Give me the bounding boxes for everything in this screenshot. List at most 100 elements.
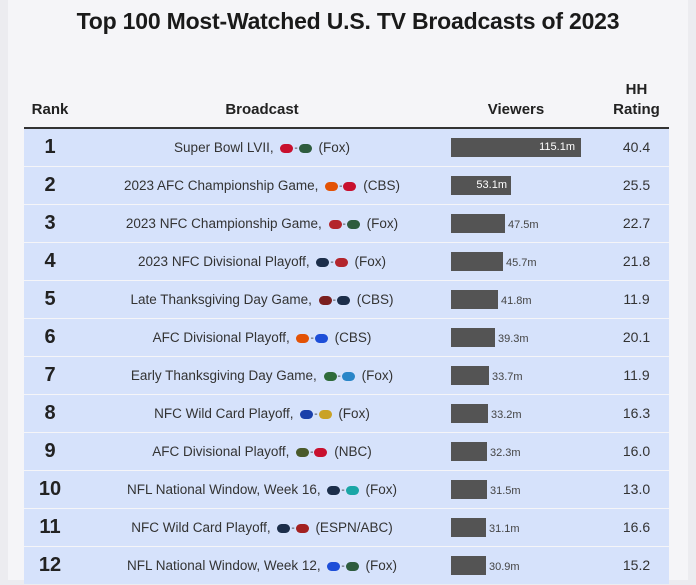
matchup-logos: - — [296, 319, 328, 357]
bills-logo — [327, 562, 341, 572]
viewers-bar — [451, 290, 498, 309]
jaguars-logo — [296, 448, 310, 458]
chart-title: Top 100 Most-Watched U.S. TV Broadcasts … — [76, 8, 620, 34]
table-row: 9 AFC Divisional Playoff, - (NBC) 32.3m 16.… — [24, 433, 669, 470]
eagles-logo — [346, 220, 360, 230]
cowboys-logo — [327, 486, 341, 496]
table-row: 2 2023 AFC Championship Game, - (CBS) 53.1… — [24, 167, 669, 204]
broadcast-network: (CBS) — [352, 292, 394, 307]
lions-logo — [341, 372, 355, 382]
broadcast-name: 2023 AFC Championship Game, — [124, 178, 323, 193]
viewers-label: 41.8m — [501, 295, 532, 307]
viewers-bar — [451, 252, 503, 271]
matchup-logos: - — [300, 395, 332, 433]
matchup-logos: - — [277, 509, 309, 547]
viewers-label: 33.7m — [492, 371, 523, 383]
49ers-logo — [334, 258, 348, 268]
matchup-dash: - — [342, 219, 346, 231]
matchup-dash: - — [294, 143, 298, 155]
viewers-label: 31.5m — [490, 485, 521, 497]
matchup-logos: - — [316, 243, 348, 281]
broadcast-cell: 2023 NFC Divisional Playoff, - (Fox) — [92, 243, 432, 280]
viewers-bar — [451, 176, 511, 195]
hh-rating-cell: 22.7 — [622, 215, 651, 231]
rank-cell: 5 — [44, 288, 56, 310]
viewers-label: 39.3m — [498, 333, 529, 345]
rank-cell: 3 — [44, 212, 56, 234]
broadcast-name: NFL National Window, Week 16, — [127, 482, 325, 497]
viewers-label: 115.1m — [539, 141, 575, 153]
cowboys-logo — [277, 524, 291, 534]
matchup-dash: - — [314, 409, 318, 421]
viewers-bar — [451, 518, 486, 537]
viewers-label: 32.3m — [490, 447, 521, 459]
cowboys-logo — [316, 258, 330, 268]
header-rank: Rank — [31, 101, 69, 118]
broadcast-cell: NFC Wild Card Playoff, - (ESPN/ABC) — [92, 509, 432, 546]
viewers-bar — [451, 366, 489, 385]
viewers-bar — [451, 556, 486, 575]
bengals-logo — [296, 334, 310, 344]
broadcast-name: AFC Divisional Playoff, — [152, 330, 294, 345]
rank-cell: 1 — [44, 136, 56, 158]
table-row: 7 Early Thanksgiving Day Game, - (Fox) 33.… — [24, 357, 669, 394]
cowboys-logo — [336, 296, 350, 306]
broadcast-name: Early Thanksgiving Day Game, — [130, 368, 321, 383]
eagles-logo — [345, 562, 359, 572]
broadcast-cell: NFL National Window, Week 16, - (Fox) — [92, 471, 432, 508]
chiefs-logo — [314, 448, 328, 458]
matchup-logos: - — [325, 167, 357, 205]
viewers-label: 45.7m — [506, 257, 537, 269]
hh-rating-cell: 11.9 — [623, 291, 650, 307]
viewers-bar — [451, 138, 581, 157]
rank-cell: 10 — [38, 478, 62, 500]
matchup-dash: - — [310, 447, 314, 459]
49ers-logo — [328, 220, 342, 230]
broadcast-network: (Fox) — [357, 368, 394, 383]
chiefs-logo — [280, 144, 294, 154]
rank-cell: 11 — [39, 516, 61, 538]
hh-rating-cell: 40.4 — [622, 139, 651, 155]
broadcast-cell: 2023 AFC Championship Game, - (CBS) — [92, 167, 432, 204]
viewers-bar — [451, 404, 488, 423]
broadcast-name: Super Bowl LVII, — [174, 140, 278, 155]
viewers-bar — [451, 328, 495, 347]
rank-cell: 8 — [44, 402, 56, 424]
bills-logo — [314, 334, 328, 344]
hh-rating-cell: 11.9 — [623, 367, 650, 383]
table-row: 4 2023 NFC Divisional Playoff, - (Fox) 45.… — [24, 243, 669, 280]
table-row: 12 NFL National Window, Week 12, - (Fox) 3… — [24, 547, 669, 584]
dolphins-logo — [345, 486, 359, 496]
viewers-label: 30.9m — [489, 561, 520, 573]
hh-rating-cell: 20.1 — [622, 329, 651, 345]
buccaneers-logo — [295, 524, 309, 534]
viewers-label: 47.5m — [508, 219, 539, 231]
table-row: 3 2023 NFC Championship Game, - (Fox) 47.5… — [24, 205, 669, 242]
hh-rating-cell: 13.0 — [622, 481, 651, 497]
matchup-dash: - — [332, 295, 336, 307]
viewers-label: 53.1m — [476, 179, 507, 191]
broadcast-network: (Fox) — [362, 216, 399, 231]
broadcast-network: (Fox) — [361, 558, 397, 573]
hh-rating-cell: 15.2 — [622, 557, 651, 573]
rank-cell: 2 — [44, 174, 56, 196]
broadcast-network: (Fox) — [361, 482, 397, 497]
broadcast-name: Late Thanksgiving Day Game, — [130, 292, 316, 307]
broadcast-name: AFC Divisional Playoff, — [152, 444, 294, 459]
table-row: 1 Super Bowl LVII, - (Fox) 115.1m 40.4 — [24, 129, 669, 166]
viewers-bar — [451, 480, 487, 499]
matchup-dash: - — [310, 333, 314, 345]
hh-rating-cell: 16.0 — [622, 443, 651, 459]
table-row: 10 NFL National Window, Week 16, - (Fox) 3… — [24, 471, 669, 508]
broadcast-network: (Fox) — [314, 140, 350, 155]
matchup-logos: - — [318, 281, 350, 319]
matchup-logos: - — [327, 547, 359, 585]
broadcast-name: 2023 NFC Championship Game, — [125, 216, 326, 231]
rank-cell: 7 — [44, 364, 56, 386]
header-divider — [24, 127, 669, 129]
broadcast-network: (ESPN/ABC) — [311, 520, 393, 535]
broadcast-cell: 2023 NFC Championship Game, - (Fox) — [92, 205, 432, 242]
eagles-logo — [298, 144, 312, 154]
rank-cell: 4 — [44, 250, 56, 272]
viewers-label: 31.1m — [489, 523, 520, 535]
